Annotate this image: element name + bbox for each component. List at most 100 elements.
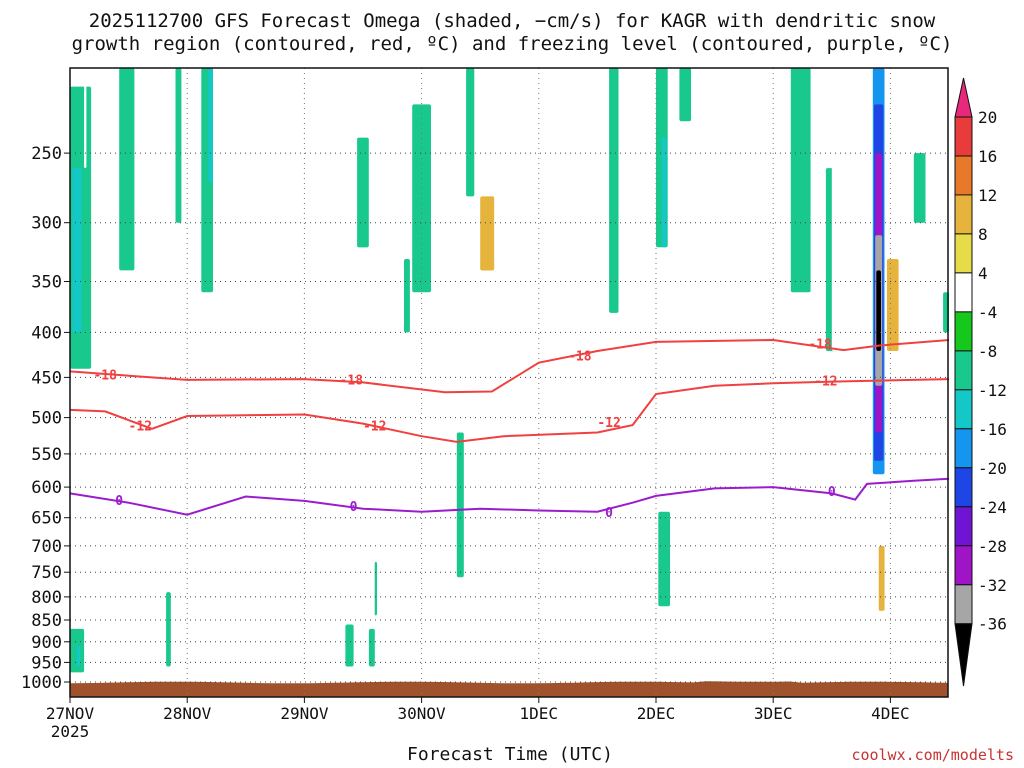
omega-shade-22 [368, 628, 375, 667]
colorbar-label-11: -28 [978, 537, 1007, 556]
omega-shade-39 [661, 137, 667, 248]
freezing-level-label-1: 0 [350, 500, 358, 515]
omega-shade-5 [119, 68, 135, 271]
colorbar-label-7: -12 [978, 381, 1007, 400]
snow-growth-contour-0 [69, 338, 950, 394]
xtick-label-2DEC: 2DEC [637, 704, 676, 723]
omega-shade-14 [271, 351, 277, 461]
omega-shade-44 [726, 68, 734, 183]
plot-frame [69, 67, 949, 698]
omega-shade-23 [445, 332, 455, 386]
omega-shade-7 [177, 332, 183, 512]
ytick-label-750: 750 [31, 563, 62, 583]
xtick-label-30NOV: 30NOV [398, 704, 447, 723]
xtick-label-1DEC: 1DEC [520, 704, 559, 723]
colorbar-label-5: -4 [978, 303, 997, 322]
freezing-level-label-2: 0 [605, 506, 613, 521]
ytick-label-250: 250 [31, 144, 62, 164]
colorbar-label-1: 16 [978, 147, 997, 166]
omega-shade-21 [374, 561, 377, 616]
chart-title-line-2: growth region (contoured, red, ºC) and f… [71, 33, 953, 55]
freezing-level-contour-0 [69, 477, 950, 516]
omega-shade-18 [404, 259, 410, 333]
xtick-label-28NOV: 28NOV [163, 704, 212, 723]
chart-title-line-1: 2025112700 GFS Forecast Omega (shaded, −… [88, 10, 936, 32]
colorbar-swatch-9 [954, 428, 973, 469]
ytick-label-650: 650 [31, 509, 62, 529]
colorbar-label-10: -24 [978, 498, 1007, 517]
ytick-label-350: 350 [31, 273, 62, 293]
ytick-label-1000: 1000 [21, 673, 62, 693]
freezing-level-label-3: 0 [828, 485, 836, 500]
omega-shade-47 [790, 68, 811, 293]
omega-shade-4 [84, 68, 87, 169]
colorbar-swatch-3 [954, 194, 973, 235]
colorbar-swatch-10 [954, 467, 973, 508]
snow-growth-label-m18-0: -18 [93, 369, 117, 384]
omega-shade-35 [626, 68, 633, 169]
omega-shade-25 [480, 196, 495, 271]
colorbar-swatch-4 [954, 233, 973, 274]
snow-growth-label-m18-1: -18 [340, 374, 364, 389]
omega-shade-19 [345, 624, 354, 667]
colorbar-label-12: -32 [978, 576, 1007, 595]
omega-shade-9 [134, 68, 147, 313]
omega-shade-34 [609, 68, 619, 313]
omega-shade-42 [679, 68, 692, 122]
ytick-label-850: 850 [31, 611, 62, 631]
ytick-label-950: 950 [31, 653, 62, 673]
colorbar-swatch-11 [954, 506, 973, 547]
omega-shade-40 [658, 511, 670, 607]
omega-shade-26 [480, 332, 492, 461]
ytick-label-400: 400 [31, 323, 62, 343]
omega-shade-13 [222, 68, 246, 223]
ytick-label-500: 500 [31, 409, 62, 429]
omega-shade-28 [466, 68, 475, 197]
omega-shade-27 [494, 68, 514, 271]
colorbar-swatch-1 [954, 116, 973, 157]
ytick-label-300: 300 [31, 214, 62, 234]
omega-shade-46 [761, 68, 774, 259]
snow-growth-label-m12-1: -12 [363, 420, 386, 435]
omega-shade-1 [72, 168, 82, 333]
omega-shade-59 [913, 153, 926, 223]
colorbar-swatch-7 [954, 350, 973, 391]
x-axis-title: Forecast Time (UTC) [407, 744, 613, 765]
colorbar-label-3: 8 [978, 225, 988, 244]
ytick-label-600: 600 [31, 478, 62, 498]
omega-shade-3 [77, 646, 81, 667]
omega-shade-15 [357, 137, 369, 248]
ytick-label-450: 450 [31, 368, 62, 388]
omega-shade-6 [169, 402, 176, 512]
colorbar-swatch-5 [954, 272, 973, 313]
omega-shade-32 [568, 68, 586, 197]
omega-shade-56 [884, 68, 903, 440]
snow-growth-label-m18-3: -18 [808, 338, 832, 353]
omega-shade-45 [738, 68, 748, 248]
omega-shade-16 [380, 68, 396, 259]
snow-growth-contour-1 [69, 378, 950, 443]
colorbar-label-4: 4 [978, 264, 988, 283]
omega-shade-50 [831, 68, 844, 351]
source-credit: coolwx.com/modelts [851, 746, 1014, 764]
ytick-label-900: 900 [31, 633, 62, 653]
snow-growth-label-m18-2: -18 [568, 350, 592, 365]
omega-shade-10 [175, 68, 182, 223]
colorbar-label-13: -36 [978, 615, 1007, 634]
omega-shade-30 [527, 68, 539, 293]
colorbar-swatch-8 [954, 389, 973, 430]
ytick-label-800: 800 [31, 588, 62, 608]
omega-shade-8 [166, 592, 171, 667]
colorbar-bottom-arrow [954, 623, 973, 687]
omega-shade-20 [357, 567, 363, 634]
colorbar-swatch-13 [954, 584, 973, 625]
colorbar-label-9: -20 [978, 459, 1007, 478]
ytick-label-700: 700 [31, 537, 62, 557]
xtick-label-3DEC: 3DEC [754, 704, 793, 723]
colorbar-label-8: -16 [978, 420, 1007, 439]
xtick-label-4DEC: 4DEC [871, 704, 910, 723]
colorbar-label-2: 12 [978, 186, 997, 205]
omega-shade-62 [878, 545, 885, 611]
omega-shade-43 [691, 68, 698, 154]
